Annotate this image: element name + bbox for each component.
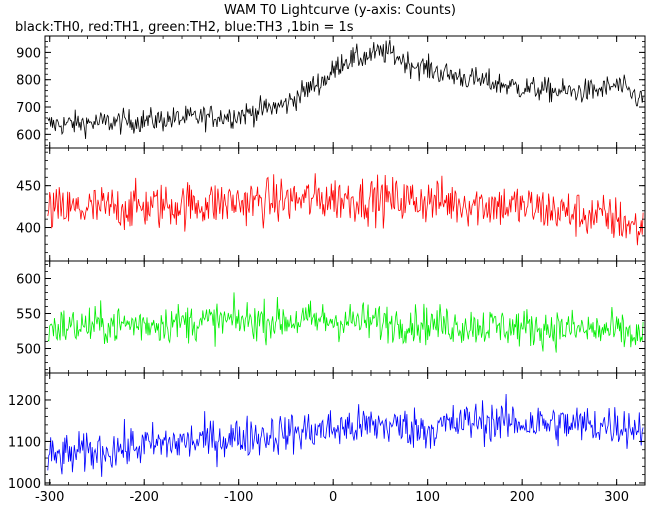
panel-frame <box>44 147 646 262</box>
y-tick-label: 550 <box>16 308 41 323</box>
panel-th1: 400 450 <box>16 147 646 262</box>
x-tick-label: 100 <box>415 490 440 505</box>
y-tick-label: 600 <box>16 128 41 143</box>
y-tick-label: 400 <box>16 222 41 237</box>
series-line-th1 <box>47 173 644 246</box>
y-tick-label: 1100 <box>8 435 41 450</box>
series-line-th3 <box>47 393 644 477</box>
panel-frame <box>44 35 646 149</box>
x-tick-label: -100 <box>224 490 254 505</box>
y-tick-label: 1000 <box>8 477 41 492</box>
y-tick-label: 450 <box>16 180 41 195</box>
y-tick-label: 900 <box>16 46 41 61</box>
x-tick-label: 300 <box>604 490 629 505</box>
x-tick-label: 0 <box>329 490 337 505</box>
panels: 600700800900400450500550600100011001200-… <box>8 35 646 505</box>
x-tick-label: -200 <box>129 490 159 505</box>
series-line-th2 <box>47 292 644 353</box>
x-tick-label: 200 <box>510 490 535 505</box>
panel-th0: 600 700 800 900 <box>16 35 646 149</box>
series-line-th0 <box>47 39 644 140</box>
panel-th2: 500 550 600 <box>16 260 646 374</box>
y-tick-label: 1200 <box>8 394 41 409</box>
panel-frame <box>44 372 646 486</box>
y-tick-label: 500 <box>16 343 41 358</box>
y-tick-label: 800 <box>16 74 41 89</box>
chart-title: WAM T0 Lightcurve (y-axis: Counts) <box>224 3 456 18</box>
panel-th3: 1000 1100 1200 <box>8 372 646 492</box>
y-tick-label: 600 <box>16 273 41 288</box>
x-tick-label: -300 <box>35 490 65 505</box>
chart-subtitle: black:TH0, red:TH1, green:TH2, blue:TH3 … <box>15 20 354 35</box>
y-tick-label: 700 <box>16 101 41 116</box>
